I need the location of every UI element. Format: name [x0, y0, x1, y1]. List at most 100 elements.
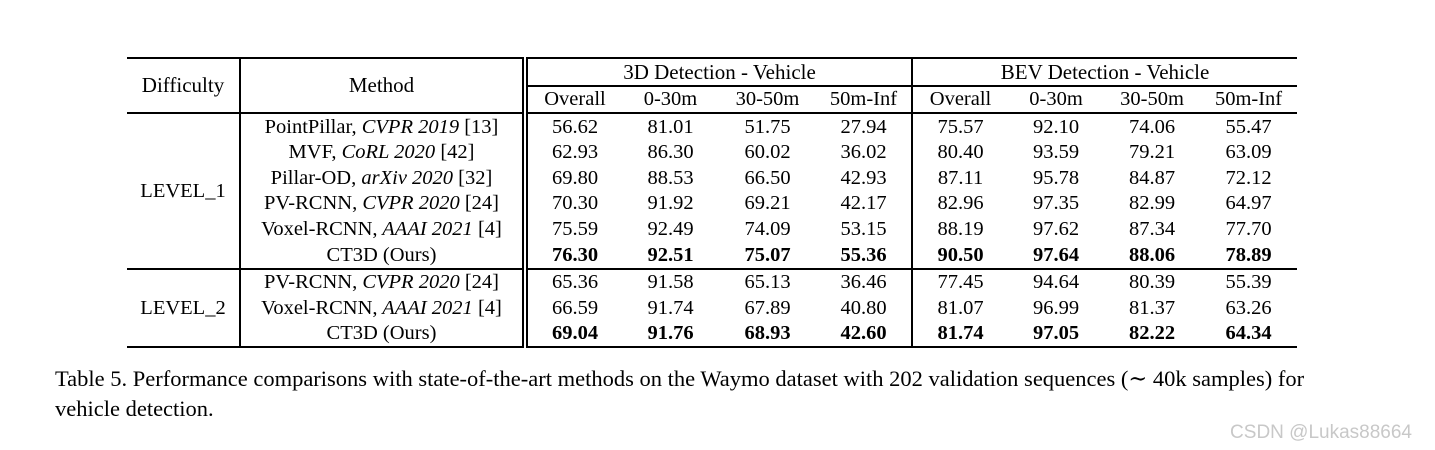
metric-value: 91.76	[647, 322, 694, 345]
metric-value: 74.06	[1128, 115, 1176, 138]
method-cell: Voxel-RCNN, AAAI 2021 [4]	[240, 295, 528, 321]
metric-value: 91.92	[647, 192, 694, 215]
metric-value: 63.09	[1225, 141, 1272, 164]
table-row-ours: CT3D (Ours) 69.04 91.76 68.93 42.60 81.7…	[127, 320, 1297, 348]
table-row: MVF, CoRL 2020 [42] 62.93 86.30 60.02 36…	[127, 139, 1297, 166]
csdn-watermark: CSDN @Lukas88664	[1230, 422, 1412, 443]
metric-value: 65.36	[551, 271, 599, 294]
method-cell: CT3D (Ours)	[240, 320, 528, 348]
col-header-overall: Overall	[912, 86, 1009, 114]
metric-value: 70.30	[551, 192, 599, 215]
method-cell: PV-RCNN, CVPR 2020 [24]	[240, 268, 528, 296]
metric-value: 60.02	[744, 141, 791, 164]
col-header-overall: Overall	[525, 86, 622, 114]
metric-value: 81.07	[937, 296, 984, 319]
col-header-50m-inf: 50m-Inf	[1200, 86, 1298, 114]
caption-line-1: Table 5. Performance comparisons with st…	[55, 366, 1305, 391]
metric-value: 64.97	[1225, 192, 1272, 215]
metric-value: 56.62	[551, 115, 599, 138]
metric-value: 66.59	[551, 296, 599, 319]
method-cell: CT3D (Ours)	[240, 241, 528, 270]
metric-value: 81.74	[937, 322, 984, 345]
col-header-0-30m: 0-30m	[1008, 86, 1105, 114]
col-header-30-50m: 30-50m	[719, 86, 816, 114]
method-ref: [24]	[459, 192, 499, 215]
metric-value: 84.87	[1128, 166, 1176, 189]
metric-value: 87.11	[937, 166, 984, 189]
metric-value: 62.93	[551, 141, 599, 164]
metric-value: 55.36	[816, 241, 914, 270]
method-venue: CVPR 2019	[356, 115, 460, 138]
metric-value: 36.46	[816, 268, 914, 296]
col-header-30-50m: 30-50m	[1104, 86, 1201, 114]
method-name: PV-RCNN,	[263, 271, 358, 294]
group-header-3d: 3D Detection - Vehicle	[525, 58, 914, 87]
table-row: Voxel-RCNN, AAAI 2021 [4] 66.59 91.74 67…	[127, 295, 1297, 321]
metric-value: 77.70	[1225, 217, 1272, 240]
table-caption: Table 5. Performance comparisons with st…	[55, 364, 1304, 424]
method-name: CT3D (Ours)	[326, 322, 437, 345]
metric-value: 55.47	[1225, 115, 1272, 138]
table-row: LEVEL_2 PV-RCNN, CVPR 2020 [24] 65.36 91…	[127, 268, 1297, 349]
method-venue: CVPR 2020	[357, 192, 460, 215]
metric-value: 92.49	[647, 217, 694, 240]
metric-value: 76.30	[525, 241, 622, 270]
method-ref: [24]	[459, 271, 499, 294]
method-cell: PV-RCNN, CVPR 2020 [24]	[240, 190, 528, 217]
method-name: PointPillar,	[264, 115, 357, 138]
method-venue: CVPR 2020	[357, 271, 460, 294]
metric-value: 82.22	[1128, 322, 1176, 345]
metric-value: 95.78	[1032, 166, 1080, 189]
metric-value: 69.80	[551, 166, 599, 189]
metric-value: 75.59	[551, 217, 599, 240]
metric-value: 91.58	[647, 271, 694, 294]
metric-value: 96.99	[1032, 296, 1080, 319]
metric-value: 42.60	[816, 320, 914, 348]
metric-value: 36.02	[816, 139, 914, 166]
metric-value: 65.13	[744, 271, 791, 294]
metric-value: 69.21	[744, 192, 791, 215]
metric-value: 97.62	[1032, 217, 1080, 240]
method-ref: [42]	[435, 141, 475, 164]
metric-value: 90.50	[912, 241, 1009, 270]
method-cell: PointPillar, CVPR 2019 [13]	[240, 113, 528, 140]
metric-value: 88.19	[937, 217, 984, 240]
caption-line-2: vehicle detection.	[55, 396, 214, 421]
table-row: LEVEL_1 PointPillar, CVPR 2019 [13] 56.6…	[127, 113, 1297, 270]
group-header-row: Difficulty Method 3D Detection - Vehicle…	[127, 58, 1298, 114]
metric-value: 82.96	[937, 192, 984, 215]
method-name: Pillar-OD,	[270, 166, 357, 189]
col-header-50m-inf: 50m-Inf	[816, 86, 914, 114]
method-venue: AAAI 2021	[377, 217, 473, 240]
table-row: Voxel-RCNN, AAAI 2021 [4] 75.59 92.49 74…	[127, 216, 1297, 242]
method-name: PV-RCNN,	[263, 192, 358, 215]
metric-value: 97.35	[1032, 192, 1080, 215]
difficulty-label: LEVEL_2	[127, 268, 241, 349]
method-cell: Pillar-OD, arXiv 2020 [32]	[240, 165, 528, 191]
metric-value: 97.05	[1032, 322, 1080, 345]
metric-value: 42.17	[816, 190, 914, 217]
metric-value: 88.53	[647, 166, 694, 189]
metric-value: 75.57	[937, 115, 984, 138]
metric-value: 40.80	[816, 295, 914, 321]
metric-value: 69.04	[551, 322, 599, 345]
metric-value: 27.94	[816, 113, 914, 140]
metric-value: 67.89	[744, 296, 791, 319]
metric-value: 97.64	[1008, 241, 1105, 270]
metric-value: 42.93	[816, 165, 914, 191]
metric-value: 80.39	[1128, 271, 1176, 294]
metric-value: 55.39	[1225, 271, 1272, 294]
metric-value: 77.45	[937, 271, 984, 294]
metric-value: 51.75	[744, 115, 791, 138]
metric-value: 79.21	[1128, 141, 1176, 164]
metric-value: 78.89	[1200, 241, 1298, 270]
method-ref: [4]	[472, 296, 502, 319]
metric-value: 66.50	[744, 166, 791, 189]
method-cell: MVF, CoRL 2020 [42]	[240, 139, 528, 166]
method-name: Voxel-RCNN,	[261, 217, 378, 240]
method-venue: AAAI 2021	[377, 296, 473, 319]
metric-value: 72.12	[1225, 166, 1272, 189]
metric-value: 81.37	[1128, 296, 1176, 319]
metric-value: 92.10	[1032, 115, 1080, 138]
metric-value: 93.59	[1032, 141, 1080, 164]
